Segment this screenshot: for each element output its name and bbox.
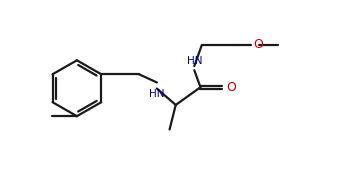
Text: HN: HN [186, 56, 202, 66]
Text: HN: HN [149, 89, 165, 99]
Text: O: O [226, 81, 236, 94]
Text: O: O [253, 38, 263, 51]
